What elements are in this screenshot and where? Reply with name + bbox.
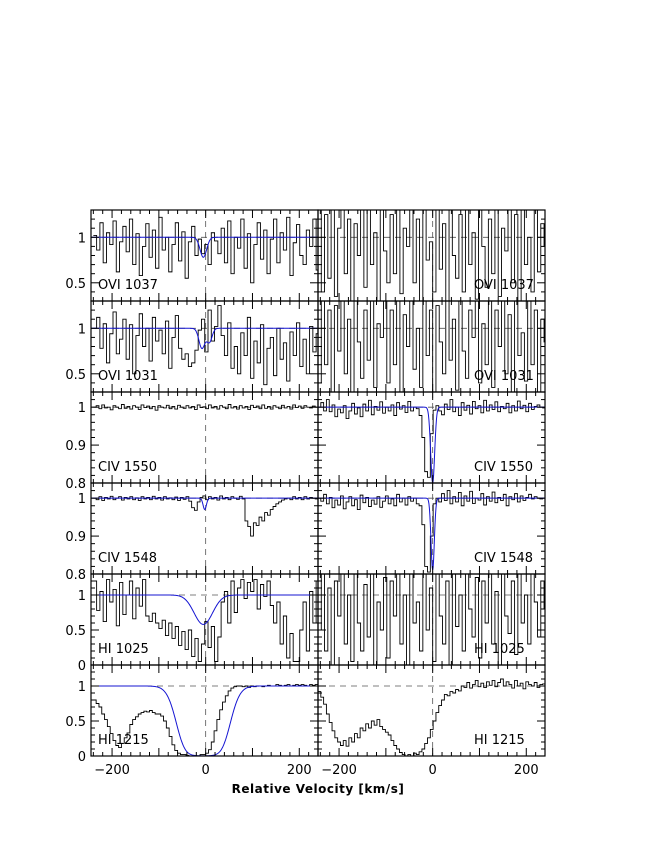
x-tick-label: 200: [514, 763, 539, 778]
y-tick-label: 0.5: [65, 715, 86, 730]
ion-label: OVI 1031: [98, 369, 158, 384]
model-fit: [318, 406, 545, 483]
model-fit: [91, 327, 318, 350]
panels-layer: 0.5 1 OVI 1037 OVI 1037 0.5 1 OVI 1031 OVI 1031…: [65, 209, 546, 778]
y-tick-label: 0.8: [65, 568, 86, 583]
ion-label: OVI 1037: [98, 278, 158, 293]
y-tick-label: 1: [78, 322, 86, 337]
y-tick-label: 0.9: [65, 530, 86, 545]
x-tick-label: −200: [94, 763, 130, 778]
spectrum-data: [318, 301, 545, 392]
x-tick-label: −200: [321, 763, 357, 778]
spectrum-data: [318, 490, 545, 573]
panel-2-1: CIV 1550: [317, 391, 546, 484]
y-tick-label: 1: [78, 589, 86, 604]
x-tick-label: 200: [287, 763, 312, 778]
spectrum-data: [93, 404, 318, 411]
panel-1-0: 0.5 1 OVI 1031: [65, 300, 319, 393]
panel-2-0: 0.8 0.9 1 CIV 1550: [65, 391, 319, 492]
panel-4-0: 0 0.5 1 HI 1025: [65, 573, 319, 674]
y-tick-label: 0.5: [65, 277, 86, 292]
spectrum-data: [318, 399, 545, 478]
panel-1-1: OVI 1031: [317, 300, 546, 393]
ion-label: HI 1215: [98, 733, 149, 748]
y-tick-label: 0.8: [65, 477, 86, 492]
x-axis-label: Relative Velocity [km/s]: [232, 782, 405, 796]
y-tick-label: 0.5: [65, 624, 86, 639]
spectrum-data: [93, 305, 318, 386]
ion-label: CIV 1550: [98, 460, 157, 475]
ion-label: OVI 1037: [474, 278, 534, 293]
model-fit: [318, 497, 545, 571]
ion-label: CIV 1548: [474, 551, 533, 566]
panel-3-0: 0.8 0.9 1 CIV 1548: [65, 482, 319, 583]
panel-frame: [317, 664, 546, 757]
x-tick-label: 0: [202, 763, 210, 778]
model-fit: [91, 594, 318, 625]
y-tick-label: 0.5: [65, 368, 86, 383]
panel-5-0: 0 0.5 1 HI 1215 −200 0 200: [65, 664, 319, 778]
ion-label: CIV 1548: [98, 551, 157, 566]
y-tick-label: 1: [78, 231, 86, 246]
panel-0-0: 0.5 1 OVI 1037: [65, 209, 319, 302]
y-tick-label: 0.9: [65, 439, 86, 454]
spectrum-data: [318, 210, 545, 301]
spectrum-data: [93, 216, 318, 284]
y-tick-label: 1: [78, 401, 86, 416]
model-fit: [91, 497, 318, 511]
y-tick-label: 1: [78, 680, 86, 695]
y-tick-label: 0: [78, 750, 86, 765]
panel-0-1: OVI 1037: [317, 209, 546, 302]
ion-label: HI 1025: [98, 642, 149, 657]
ion-label: OVI 1031: [474, 369, 534, 384]
spectrum-data: [318, 678, 545, 756]
x-tick-label: 0: [429, 763, 437, 778]
panel-3-1: CIV 1548: [317, 482, 546, 575]
ion-label: HI 1025: [474, 642, 525, 657]
ion-label: CIV 1550: [474, 460, 533, 475]
ion-label: HI 1215: [474, 733, 525, 748]
panel-4-1: HI 1025: [317, 573, 546, 666]
spectrum-data: [318, 574, 545, 665]
y-tick-label: 1: [78, 492, 86, 507]
y-tick-label: 0: [78, 659, 86, 674]
spectrum-data: [93, 495, 318, 537]
model-fit: [91, 236, 318, 258]
panel-5-1: HI 1215 −200 0 200: [317, 664, 546, 778]
